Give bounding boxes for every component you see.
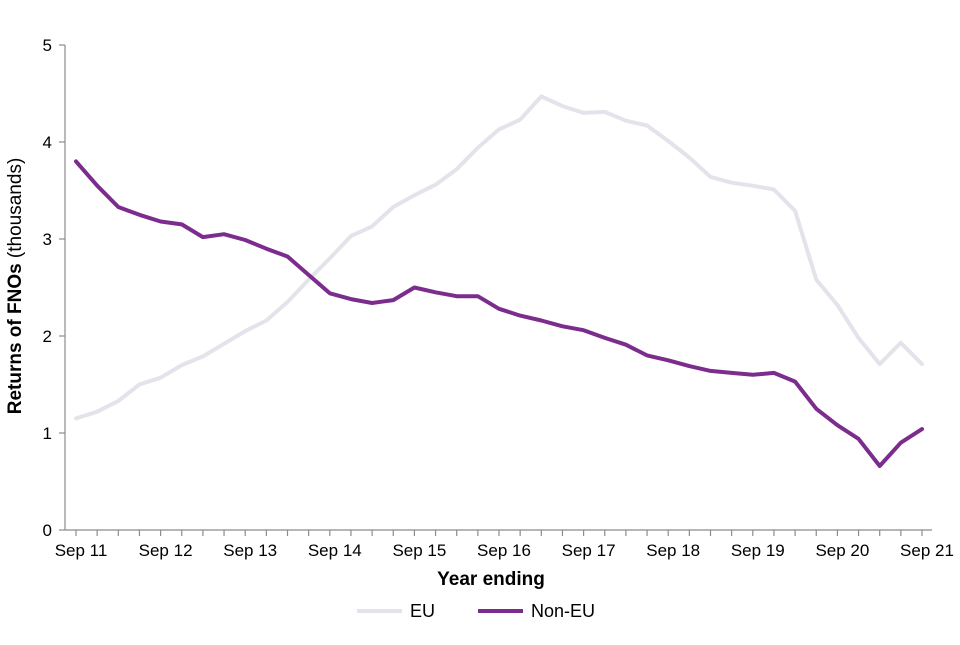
legend: EU Non-EU [357, 601, 595, 621]
legend-label-eu: EU [410, 601, 435, 621]
x-tick-label: Sep 18 [646, 541, 700, 560]
y-tick-label: 3 [43, 230, 52, 249]
y-axis-title: Returns of FNOs (thousands) [5, 158, 26, 415]
x-tick-label: Sep 19 [731, 541, 785, 560]
series-line-eu [74, 94, 924, 421]
y-axis-ticks: 0 1 2 3 4 5 [43, 36, 65, 540]
x-tick-label: Sep 12 [139, 541, 193, 560]
x-tick-label: Sep 14 [308, 541, 362, 560]
y-tick-label: 1 [43, 424, 52, 443]
y-tick-label: 5 [43, 36, 52, 55]
y-axis-title-main: Returns of FNOs [5, 263, 26, 414]
x-tick-label: Sep 20 [815, 541, 869, 560]
legend-label-non-eu: Non-EU [531, 601, 595, 621]
axes [64, 45, 932, 531]
x-tick-label: Sep 16 [477, 541, 531, 560]
x-tick-label: Sep 13 [223, 541, 277, 560]
y-axis-title-unit: (thousands) [5, 158, 26, 264]
x-tick-label: Sep 17 [562, 541, 616, 560]
y-tick-label: 2 [43, 327, 52, 346]
y-tick-label: 4 [43, 133, 52, 152]
x-axis-ticks: Sep 11 Sep 12 Sep 13 Sep 14 Sep 15 Sep 16 Sep … [55, 530, 954, 560]
x-axis-title: Year ending [437, 569, 545, 590]
y-tick-label: 0 [43, 521, 52, 540]
series-line-non-eu [74, 159, 924, 468]
x-tick-label: Sep 15 [392, 541, 446, 560]
series-lines [74, 94, 924, 468]
x-tick-label: Sep 11 [55, 541, 108, 560]
x-tick-label: Sep 21 [900, 541, 954, 560]
